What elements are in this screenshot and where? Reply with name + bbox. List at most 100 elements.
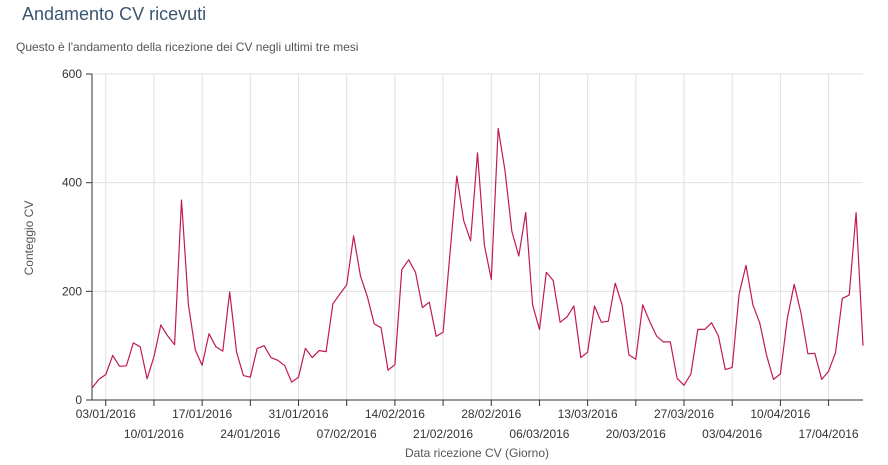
data-point[interactable] — [826, 369, 831, 374]
data-point[interactable] — [399, 267, 404, 272]
data-point[interactable] — [330, 301, 335, 306]
data-point[interactable] — [812, 351, 817, 356]
data-point[interactable] — [757, 320, 762, 325]
data-point[interactable] — [530, 302, 535, 307]
data-point[interactable] — [744, 263, 749, 268]
data-point[interactable] — [344, 282, 349, 287]
data-point[interactable] — [613, 281, 618, 286]
data-point[interactable] — [668, 339, 673, 344]
data-point[interactable] — [172, 342, 177, 347]
data-point[interactable] — [379, 325, 384, 330]
data-point[interactable] — [578, 355, 583, 360]
data-point[interactable] — [537, 327, 542, 332]
data-point[interactable] — [337, 292, 342, 297]
data-point[interactable] — [585, 350, 590, 355]
data-point[interactable] — [654, 333, 659, 338]
data-point[interactable] — [833, 350, 838, 355]
data-point[interactable] — [386, 368, 391, 373]
data-point[interactable] — [778, 371, 783, 376]
data-point[interactable] — [145, 376, 150, 381]
data-point[interactable] — [96, 377, 101, 382]
data-point[interactable] — [186, 302, 191, 307]
data-point[interactable] — [516, 254, 521, 259]
data-point[interactable] — [427, 300, 432, 305]
data-point[interactable] — [633, 357, 638, 362]
data-point[interactable] — [351, 233, 356, 238]
data-point[interactable] — [227, 289, 232, 294]
data-point[interactable] — [420, 305, 425, 310]
data-point[interactable] — [117, 364, 122, 369]
data-point[interactable] — [248, 375, 253, 380]
data-point[interactable] — [131, 340, 136, 345]
data-point[interactable] — [289, 380, 294, 385]
data-point[interactable] — [688, 371, 693, 376]
data-point[interactable] — [509, 229, 514, 234]
data-point[interactable] — [792, 282, 797, 287]
data-point[interactable] — [702, 327, 707, 332]
data-point[interactable] — [296, 375, 301, 380]
data-point[interactable] — [138, 344, 143, 349]
data-point[interactable] — [640, 302, 645, 307]
data-point[interactable] — [454, 174, 459, 179]
data-point[interactable] — [234, 350, 239, 355]
data-point[interactable] — [620, 302, 625, 307]
data-point[interactable] — [489, 277, 494, 282]
data-point[interactable] — [468, 238, 473, 243]
data-point[interactable] — [716, 333, 721, 338]
data-point[interactable] — [200, 363, 205, 368]
data-point[interactable] — [647, 319, 652, 324]
data-point[interactable] — [303, 346, 308, 351]
data-point[interactable] — [110, 353, 115, 358]
data-point[interactable] — [179, 198, 184, 203]
data-point[interactable] — [152, 354, 157, 359]
data-point[interactable] — [282, 363, 287, 368]
data-point[interactable] — [434, 334, 439, 339]
data-point[interactable] — [592, 304, 597, 309]
data-point[interactable] — [241, 373, 246, 378]
data-point[interactable] — [269, 355, 274, 360]
data-point[interactable] — [262, 343, 267, 348]
data-point[interactable] — [124, 363, 129, 368]
data-point[interactable] — [496, 126, 501, 131]
data-point[interactable] — [695, 327, 700, 332]
data-point[interactable] — [310, 355, 315, 360]
data-point[interactable] — [365, 294, 370, 299]
data-point[interactable] — [785, 316, 790, 321]
data-point[interactable] — [558, 320, 563, 325]
data-point[interactable] — [372, 321, 377, 326]
data-point[interactable] — [854, 210, 859, 215]
data-point[interactable] — [441, 330, 446, 335]
data-point[interactable] — [599, 320, 604, 325]
data-point[interactable] — [709, 320, 714, 325]
data-point[interactable] — [90, 386, 95, 391]
data-point[interactable] — [682, 383, 687, 388]
data-point[interactable] — [606, 319, 611, 324]
data-point[interactable] — [737, 292, 742, 297]
data-point[interactable] — [799, 311, 804, 316]
data-point[interactable] — [324, 349, 329, 354]
data-point[interactable] — [675, 376, 680, 381]
data-point[interactable] — [771, 377, 776, 382]
data-point[interactable] — [565, 314, 570, 319]
data-point[interactable] — [482, 243, 487, 248]
data-point[interactable] — [275, 358, 280, 363]
data-point[interactable] — [503, 168, 508, 173]
data-point[interactable] — [158, 323, 163, 328]
data-point[interactable] — [847, 293, 852, 298]
data-point[interactable] — [819, 377, 824, 382]
data-point[interactable] — [392, 362, 397, 367]
data-point[interactable] — [750, 302, 755, 307]
data-point[interactable] — [730, 365, 735, 370]
data-point[interactable] — [805, 351, 810, 356]
data-point[interactable] — [764, 353, 769, 358]
data-point[interactable] — [255, 346, 260, 351]
data-point[interactable] — [207, 331, 212, 336]
data-point[interactable] — [571, 304, 576, 309]
data-point[interactable] — [165, 333, 170, 338]
data-point[interactable] — [461, 218, 466, 223]
data-point[interactable] — [723, 367, 728, 372]
data-point[interactable] — [358, 274, 363, 279]
data-point[interactable] — [840, 296, 845, 301]
data-point[interactable] — [406, 257, 411, 262]
data-point[interactable] — [523, 210, 528, 215]
